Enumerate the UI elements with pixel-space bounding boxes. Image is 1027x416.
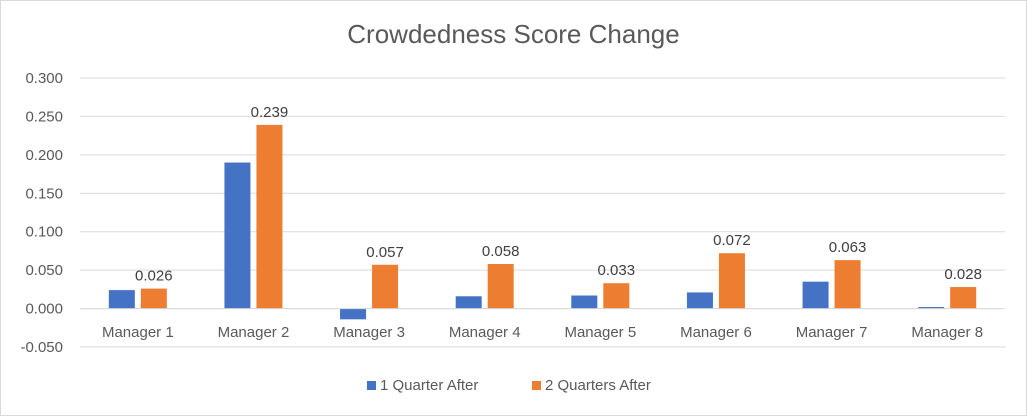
legend: 1 Quarter After 2 Quarters After (367, 377, 651, 394)
gridlines (80, 77, 1005, 348)
bar-q2 (487, 263, 514, 309)
category-label: Manager 8 (911, 324, 983, 341)
category-label: Manager 4 (449, 324, 521, 341)
data-label: 0.026 (135, 268, 173, 285)
bar-q1 (918, 307, 945, 309)
data-label: 0.057 (366, 244, 404, 261)
bar-q2 (718, 253, 745, 309)
legend-label: 2 Quarters After (545, 377, 651, 394)
category-label: Manager 6 (680, 324, 752, 341)
bar-q1 (340, 308, 367, 320)
bar-q2 (834, 260, 861, 309)
data-label: 0.033 (598, 262, 636, 279)
data-label: 0.063 (829, 239, 867, 256)
chart-title: Crowdedness Score Change (347, 19, 680, 49)
bar-q1 (571, 295, 598, 309)
bar-q2 (256, 124, 283, 309)
y-tick-label: 0.000 (25, 301, 63, 318)
category-label: Manager 3 (333, 324, 405, 341)
y-axis-ticks: 0.300 0.250 0.200 0.150 0.100 0.050 0.000 -0.05… (20, 70, 63, 356)
bar-q2 (140, 288, 167, 309)
y-tick-label: 0.300 (25, 70, 63, 87)
bar-q1 (224, 162, 251, 309)
data-label: 0.058 (482, 243, 520, 260)
category-label: Manager 1 (102, 324, 174, 341)
bar-q2 (603, 283, 630, 309)
data-labels: 0.026 0.239 0.057 0.058 0.033 0.072 0.063 0.028 (135, 104, 982, 285)
legend-swatch (532, 381, 541, 390)
y-tick-label: 0.100 (25, 224, 63, 241)
y-tick-label: 0.200 (25, 147, 63, 164)
y-tick-label: 0.050 (25, 262, 63, 279)
y-tick-label: 0.150 (25, 185, 63, 202)
data-label: 0.239 (251, 104, 289, 121)
bar-q1 (108, 290, 135, 309)
bar-q2 (950, 287, 977, 309)
bar-q2 (372, 264, 399, 309)
y-tick-label: 0.250 (25, 108, 63, 125)
legend-swatch (367, 381, 376, 390)
bar-q1 (686, 292, 713, 309)
bar-q1 (802, 281, 829, 309)
data-label: 0.072 (713, 232, 751, 249)
category-label: Manager 7 (796, 324, 868, 341)
data-label: 0.028 (944, 266, 982, 283)
y-tick-label: -0.050 (20, 339, 63, 356)
category-label: Manager 2 (218, 324, 290, 341)
bars (108, 124, 977, 320)
category-label: Manager 5 (564, 324, 636, 341)
bar-q1 (455, 296, 482, 309)
legend-label: 1 Quarter After (380, 377, 478, 394)
x-axis-categories: Manager 1 Manager 2 Manager 3 Manager 4 Mana… (102, 324, 983, 341)
